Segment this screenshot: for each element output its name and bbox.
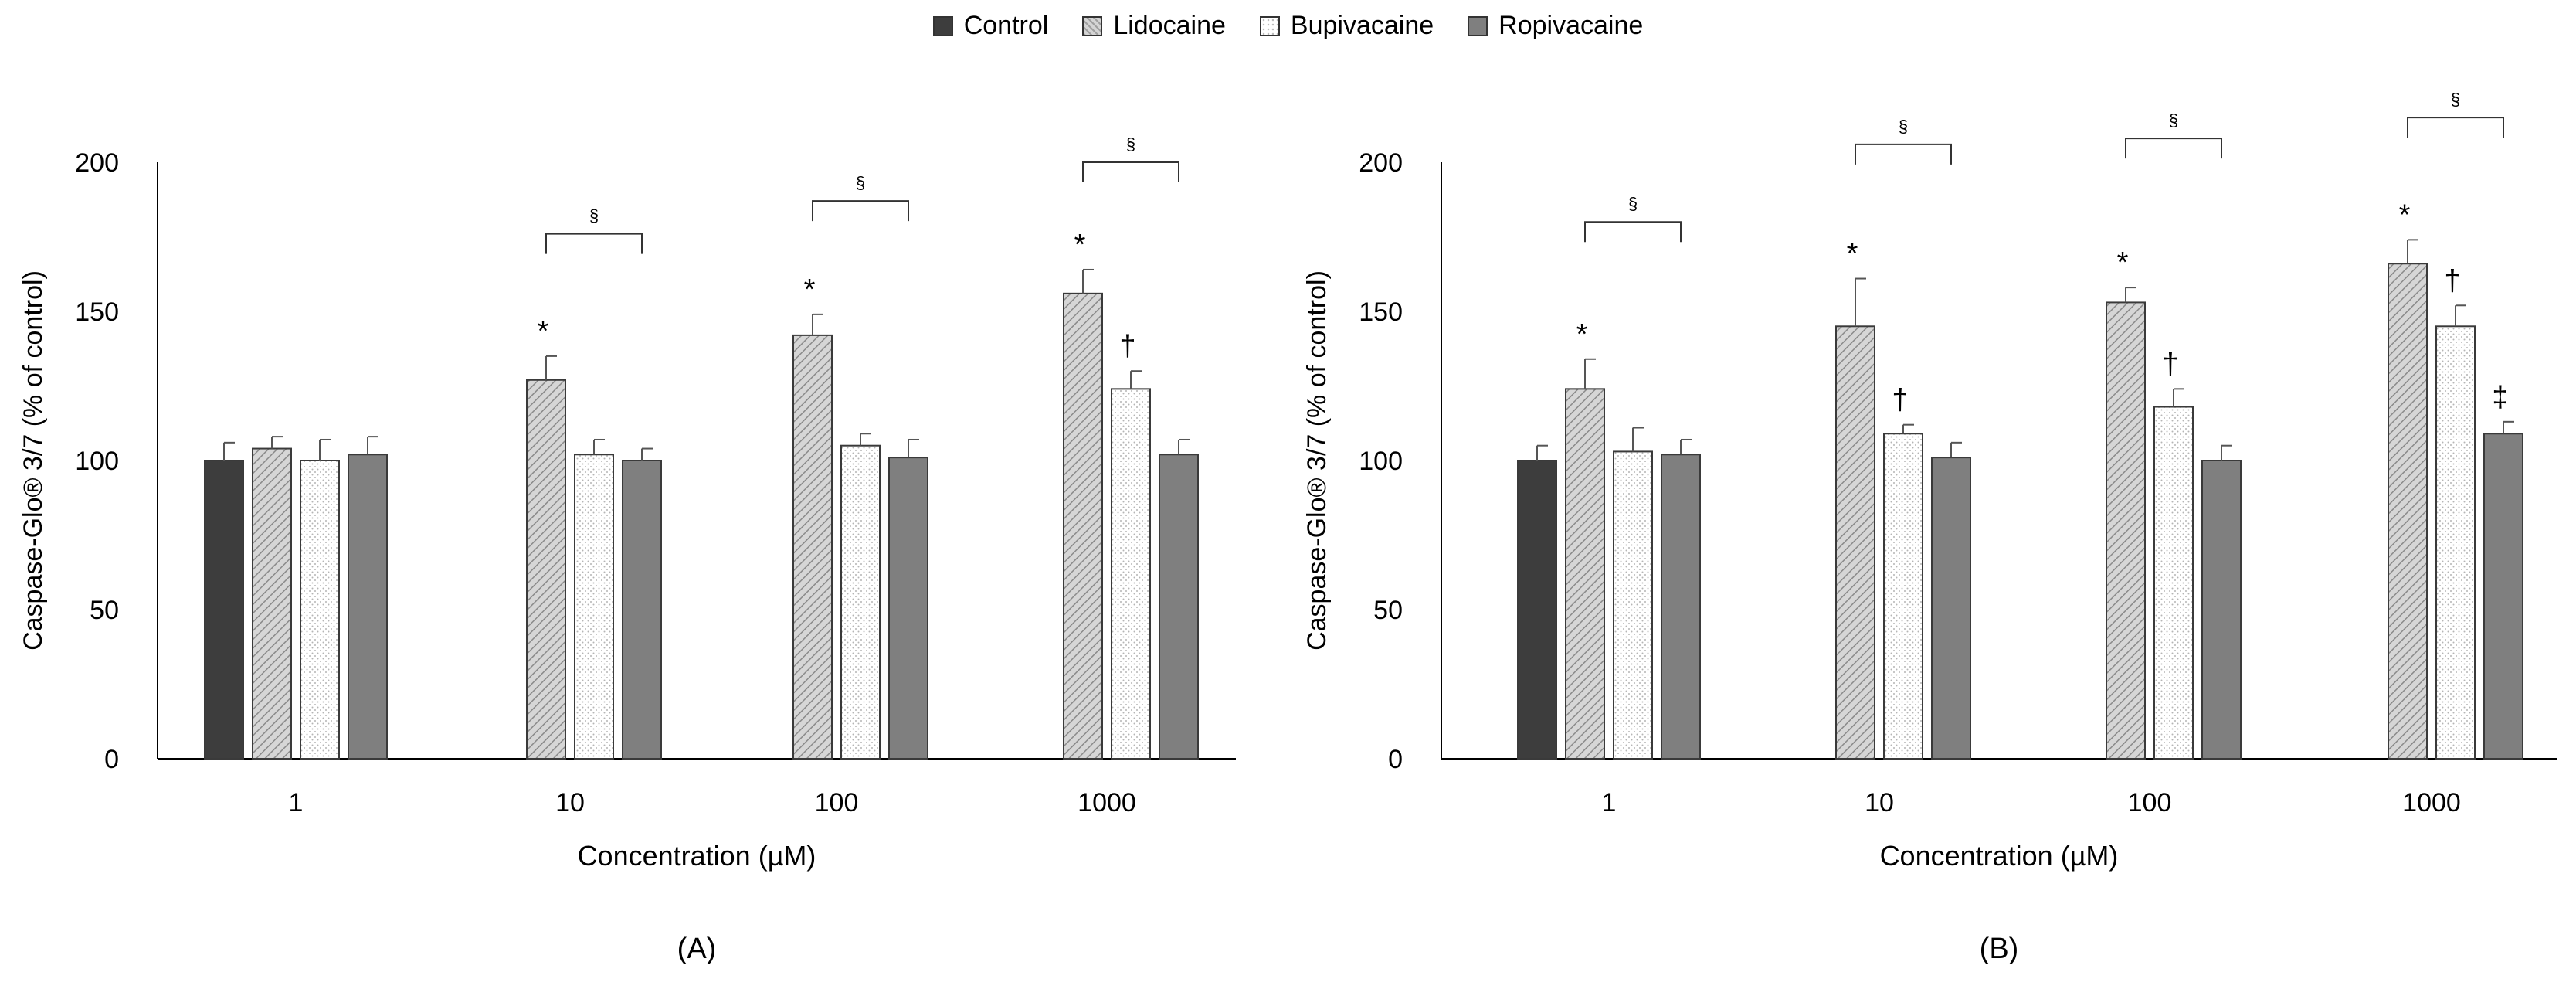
bar-lidocaine xyxy=(252,447,292,760)
bracket-label: § xyxy=(2451,90,2460,109)
significance-mark: † xyxy=(2162,348,2178,380)
y-tick-label: 0 xyxy=(1388,745,1403,774)
legend-item-lidocaine: Lidocaine xyxy=(1082,11,1226,41)
bar-bupivacaine xyxy=(2435,325,2476,760)
significance-mark: ‡ xyxy=(2492,381,2508,413)
significance-mark: * xyxy=(538,315,549,348)
significance-mark: † xyxy=(2444,264,2460,297)
y-tick-label: 50 xyxy=(1373,596,1403,625)
y-tick-label: 150 xyxy=(75,297,119,327)
bar-lidocaine xyxy=(2388,263,2428,760)
significance-mark: * xyxy=(1074,229,1086,261)
bar-ropivacaine xyxy=(622,460,662,760)
significance-bracket xyxy=(812,200,909,222)
y-axis-title: Caspase-Glo® 3/7 (% of control) xyxy=(19,270,48,651)
bar-bupivacaine xyxy=(2153,406,2194,760)
legend-swatch-bupivacaine xyxy=(1259,15,1280,36)
y-tick-label: 100 xyxy=(75,447,119,476)
bar-bupivacaine xyxy=(1111,388,1151,760)
bar-ropivacaine xyxy=(348,454,388,760)
x-tick-label: 10 xyxy=(1865,788,1894,817)
legend-item-control: Control xyxy=(932,11,1049,41)
legend-swatch-lidocaine xyxy=(1082,15,1103,36)
bracket-label: § xyxy=(1628,194,1638,213)
x-axis-title: Concentration (µM) xyxy=(578,840,816,872)
x-tick-label: 1 xyxy=(289,788,304,817)
panel-b: 0 50 100 150 200 Caspase-Glo® 3/7 (% of contr… xyxy=(1302,90,2557,965)
y-tick-label: 150 xyxy=(1359,297,1403,327)
significance-mark: * xyxy=(1847,238,1858,270)
bar-control xyxy=(1517,460,1557,760)
bracket-label: § xyxy=(1899,117,1908,136)
significance-mark: * xyxy=(2399,199,2411,231)
legend-label-bupivacaine: Bupivacaine xyxy=(1290,11,1434,40)
significance-mark: † xyxy=(1119,330,1135,362)
significance-mark: * xyxy=(1576,318,1588,351)
bracket-label: § xyxy=(589,206,599,226)
y-tick-label: 200 xyxy=(1359,148,1403,178)
bar-bupivacaine xyxy=(300,460,340,760)
bracket-label: § xyxy=(2169,110,2178,130)
x-tick-label: 10 xyxy=(555,788,585,817)
legend-swatch-ropivacaine xyxy=(1468,15,1488,36)
x-tick-label: 1000 xyxy=(1078,788,1136,817)
x-tick-label: 1000 xyxy=(2402,788,2461,817)
bar-ropivacaine xyxy=(2201,460,2242,760)
significance-bracket xyxy=(1584,221,1682,243)
significance-bracket xyxy=(545,233,643,254)
bar-lidocaine xyxy=(792,334,833,760)
bar-ropivacaine xyxy=(1159,454,1199,760)
bar-lidocaine xyxy=(1835,325,1875,760)
significance-bracket xyxy=(2407,117,2504,138)
panel-label: (A) xyxy=(677,933,717,965)
bracket-label: § xyxy=(856,173,865,192)
bar-lidocaine xyxy=(2106,301,2146,760)
bar-control xyxy=(204,460,244,760)
bar-lidocaine xyxy=(526,379,566,760)
bar-bupivacaine xyxy=(840,444,881,760)
significance-mark: † xyxy=(1892,384,1908,416)
y-tick-label: 0 xyxy=(104,745,119,774)
legend-label-ropivacaine: Ropivacaine xyxy=(1498,11,1644,40)
bar-lidocaine xyxy=(1063,292,1103,760)
legend-item-bupivacaine: Bupivacaine xyxy=(1259,11,1434,41)
significance-bracket xyxy=(1855,143,1952,165)
panel-a: 0 50 100 150 200 Caspase-Glo® 3/7 (% of contr… xyxy=(19,134,1236,965)
significance-bracket xyxy=(2125,138,2222,159)
significance-bracket xyxy=(1082,161,1179,182)
y-axis-title: Caspase-Glo® 3/7 (% of control) xyxy=(1302,270,1332,651)
legend-swatch-control xyxy=(932,15,953,36)
x-tick-label: 100 xyxy=(2128,788,2172,817)
significance-mark: * xyxy=(2117,246,2129,279)
x-axis-title: Concentration (µM) xyxy=(1880,840,2119,872)
legend-label-control: Control xyxy=(963,11,1049,40)
bar-ropivacaine xyxy=(888,457,928,760)
panel-label: (B) xyxy=(1980,933,2019,965)
x-tick-label: 100 xyxy=(815,788,859,817)
y-tick-label: 200 xyxy=(75,148,119,178)
bracket-label: § xyxy=(1126,134,1135,154)
y-tick-label: 100 xyxy=(1359,447,1403,476)
bar-bupivacaine xyxy=(574,454,614,760)
bar-bupivacaine xyxy=(1613,450,1653,760)
bar-ropivacaine xyxy=(1931,457,1971,760)
bar-bupivacaine xyxy=(1883,433,1923,760)
bar-ropivacaine xyxy=(1661,454,1701,760)
significance-mark: * xyxy=(804,274,816,306)
legend: Control Lidocaine Bupivacaine Ropivacain… xyxy=(0,11,2576,41)
legend-label-lidocaine: Lidocaine xyxy=(1113,11,1226,40)
x-tick-label: 1 xyxy=(1602,788,1617,817)
bar-ropivacaine xyxy=(2483,433,2523,760)
y-tick-label: 50 xyxy=(90,596,119,625)
legend-item-ropivacaine: Ropivacaine xyxy=(1468,11,1643,41)
bar-lidocaine xyxy=(1565,388,1605,760)
